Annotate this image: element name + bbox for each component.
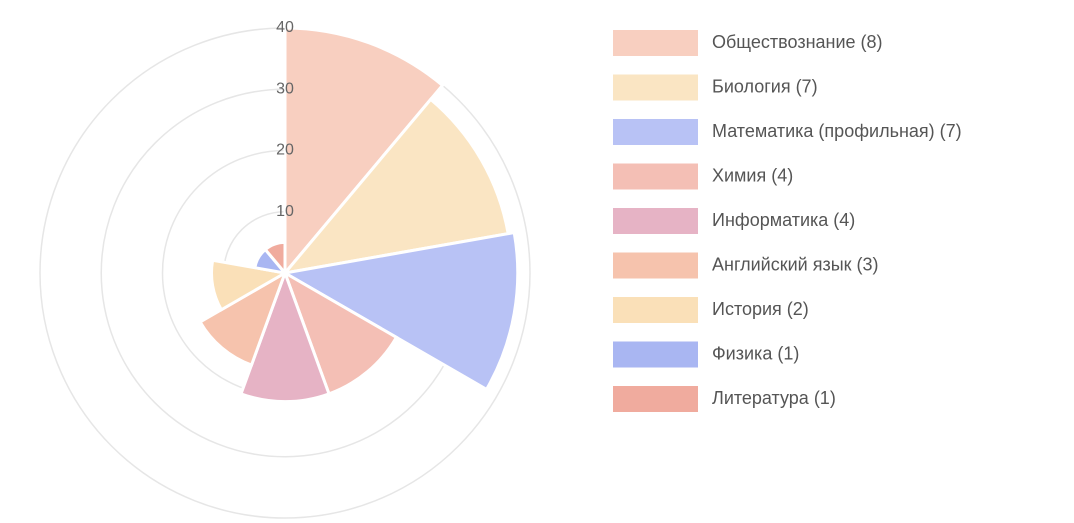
legend-label: Английский язык (3) xyxy=(712,254,879,274)
segment xyxy=(263,240,287,278)
legend-swatch xyxy=(613,119,698,145)
legend-swatch xyxy=(613,163,698,190)
legend-swatch xyxy=(613,30,698,56)
segment xyxy=(281,97,510,276)
segment xyxy=(283,26,445,278)
legend-label: Математика (профильная) (7) xyxy=(712,121,962,141)
legend-swatch xyxy=(613,341,698,368)
legend-swatch xyxy=(613,297,698,323)
legend-swatch xyxy=(613,74,698,101)
legend-swatch xyxy=(613,386,698,412)
tick-label: 20 xyxy=(276,142,294,159)
legend-label: Обществознание (8) xyxy=(712,32,883,52)
segment xyxy=(239,268,331,404)
legend-label: Химия (4) xyxy=(712,165,793,185)
segment xyxy=(282,269,399,396)
legend-label: История (2) xyxy=(712,299,809,319)
legend-label: Биология (7) xyxy=(712,76,818,96)
segment xyxy=(198,269,288,368)
segment xyxy=(210,258,290,312)
tick-label: 10 xyxy=(276,203,294,220)
tick-label: 40 xyxy=(276,19,294,36)
legend-label: Литература (1) xyxy=(712,388,836,408)
legend-swatch xyxy=(613,208,698,234)
legend-label: Физика (1) xyxy=(712,343,799,363)
legend-label: Информатика (4) xyxy=(712,210,855,230)
segment xyxy=(280,230,520,392)
tick-label: 30 xyxy=(276,80,294,97)
legend-swatch xyxy=(613,252,698,279)
